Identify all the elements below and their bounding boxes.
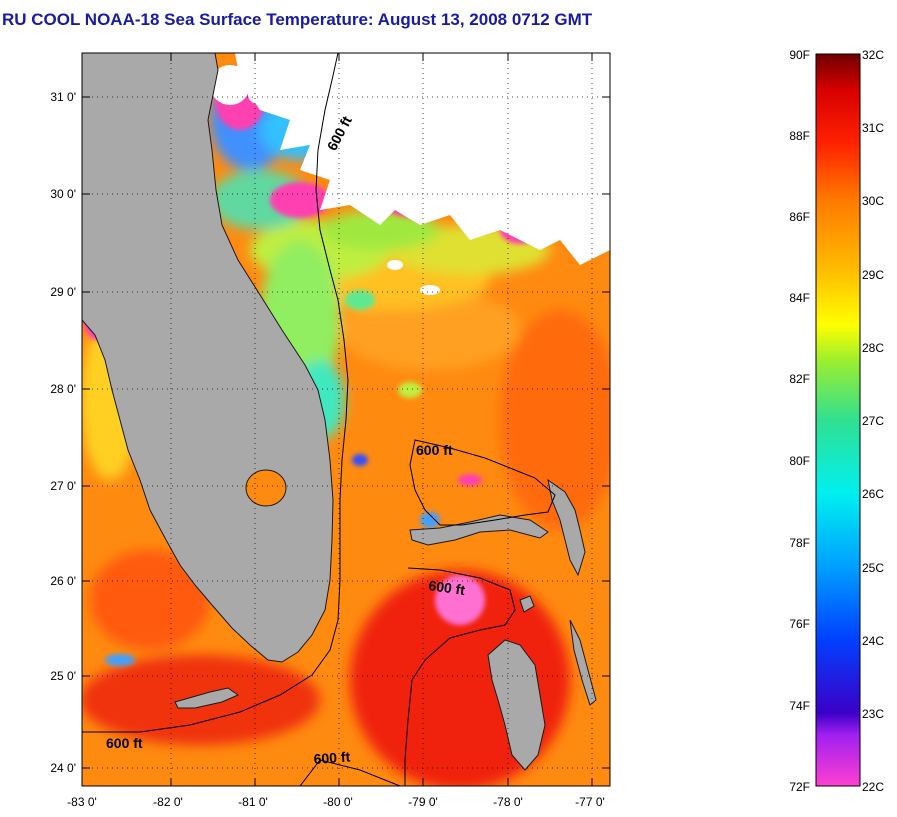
colorbar-c-label: 28C [862,341,884,355]
colorbar-c-label: 22C [862,780,884,794]
colorbar-f-label: 84F [789,291,810,305]
colorbar-c-label: 26C [862,487,884,501]
colorbar-c-label: 27C [862,414,884,428]
lat-label-27: 27 0' [50,479,76,493]
colorbar-f-label: 74F [789,699,810,713]
lon-label-81: -81 0' [238,795,268,809]
colorbar-f-label: 88F [789,129,810,143]
colorbar-c-label: 30C [862,194,884,208]
colorbar-f-label: 90F [789,48,810,62]
land-masses [82,53,597,771]
lat-label-30: 30 0' [50,187,76,201]
andros [487,639,546,771]
colorbar-c-label: 24C [862,634,884,648]
eleuthera [569,619,597,706]
lon-label-82: -82 0' [153,795,183,809]
isobath-cuba [299,759,401,786]
lat-label-29: 29 0' [50,285,76,299]
axis-ticks [82,53,610,786]
colorbar-c-label: 25C [862,561,884,575]
lon-label-79: -79 0' [408,795,438,809]
colorbar-c-label: 31C [862,121,884,135]
isobath-contours [82,53,556,786]
isobath-label: 600 ft [106,735,143,751]
isobath-little-bahama-bank [409,439,556,526]
abaco [547,478,586,577]
lon-label-80: -80 0' [323,795,353,809]
grand-bahama [409,514,549,546]
colorbar-c-label: 23C [862,707,884,721]
isobath-label: 600 ft [428,577,467,598]
sst-imagery [82,53,610,786]
isobath-label: 600 ft [416,442,453,458]
lat-label-25: 25 0' [50,669,76,683]
colorbar-f-label: 76F [789,617,810,631]
colorbar-f-labels: 90F 88F 86F 84F 82F 80F 78F 76F 74F 72F [789,48,810,794]
colorbar-c-labels: 32C 31C 30C 29C 28C 27C 26C 25C 24C 23C … [862,48,884,794]
colorbar [815,53,861,787]
graticule-grid [82,53,610,786]
lat-label-26: 26 0' [50,574,76,588]
lat-label-24: 24 0' [50,761,76,775]
colorbar-f-label: 80F [789,454,810,468]
colorbar-f-label: 86F [789,210,810,224]
colorbar-c-label: 32C [862,48,884,62]
isobath-great-bahama-bank [404,567,516,786]
colorbar-c-label: 29C [862,268,884,282]
isobath-florida-shelf [82,53,349,733]
lon-label-83: -83 0' [67,795,97,809]
colorbar-f-label: 78F [789,536,810,550]
florida-peninsula [82,53,334,663]
map-frame [81,52,611,787]
keys-island [174,687,240,709]
isobath-label: 600 ft [313,748,351,767]
lat-label-28: 28 0' [50,382,76,396]
lake-okeechobee [245,469,287,507]
lon-label-77: -77 0' [575,795,605,809]
lon-label-78: -78 0' [493,795,523,809]
colorbar-f-label: 72F [789,780,810,794]
map-title: RU COOL NOAA-18 Sea Surface Temperature:… [2,10,593,29]
berry-islands [519,595,535,613]
lat-label-31: 31 0' [50,90,76,104]
colorbar-f-label: 82F [789,372,810,386]
